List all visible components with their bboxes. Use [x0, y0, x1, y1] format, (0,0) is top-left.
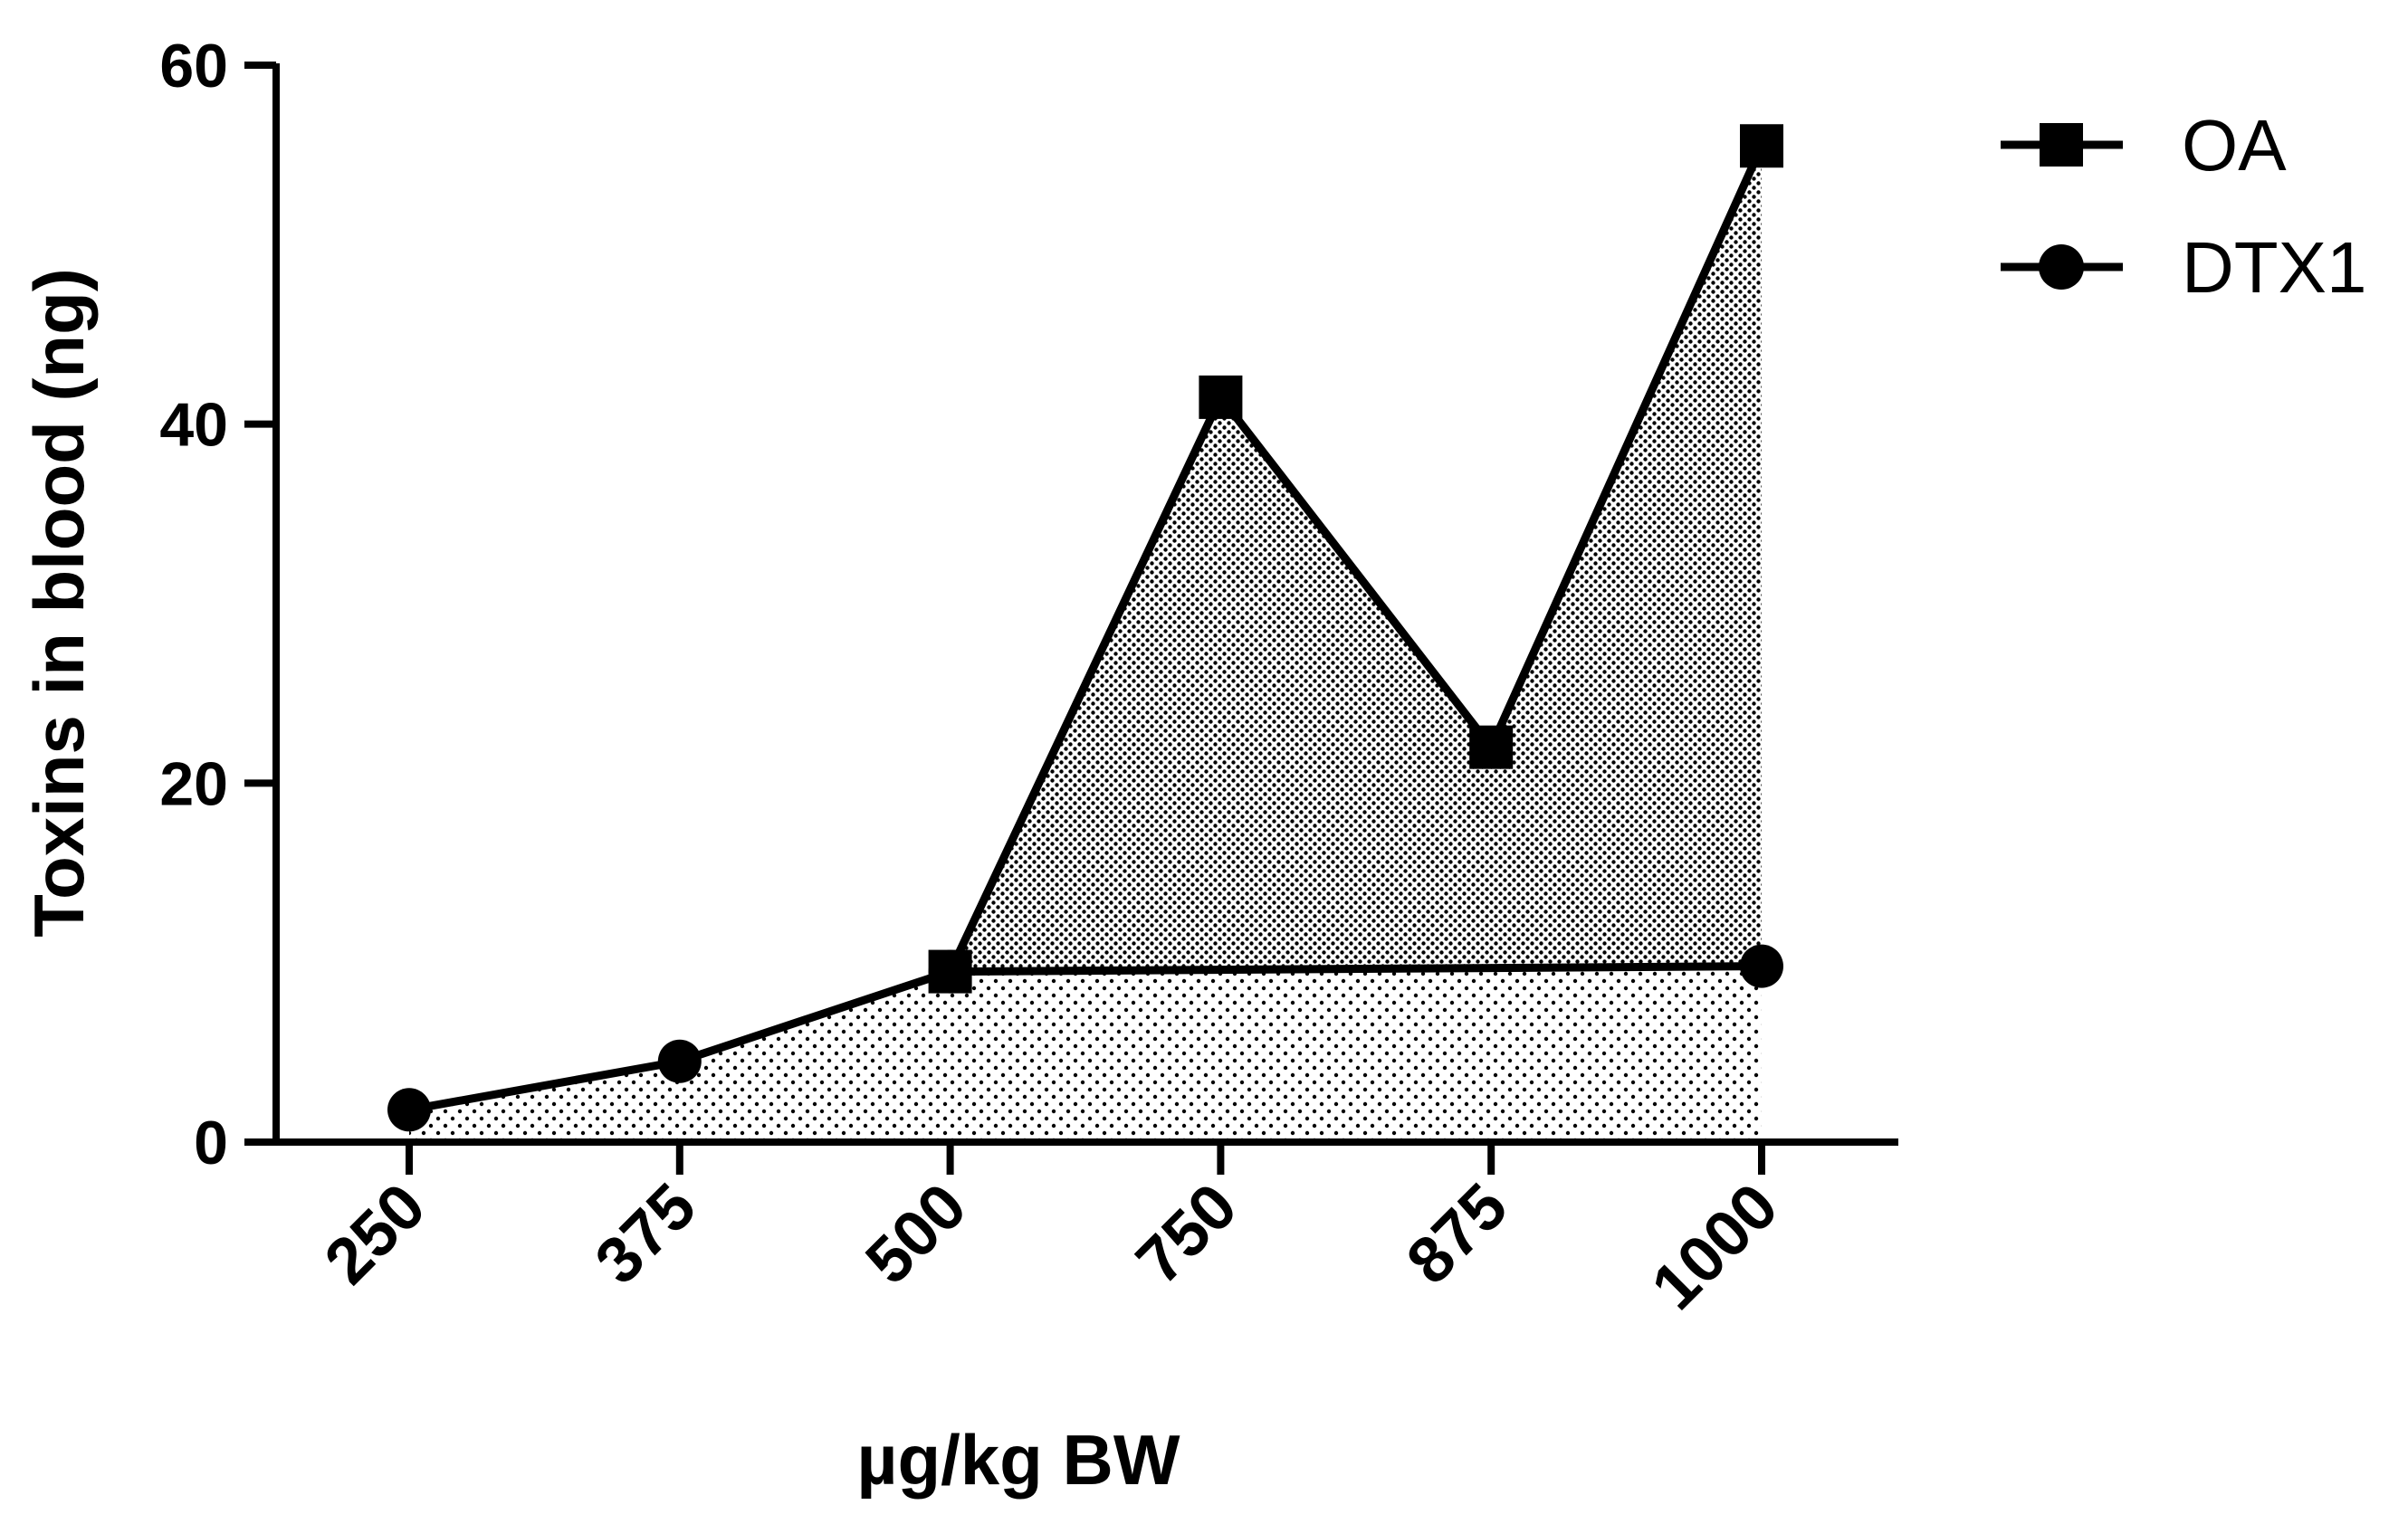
oa-point-marker [1740, 124, 1783, 168]
y-axis-title: Toxins in blood (ng) [19, 268, 99, 937]
y-tick-label: 40 [159, 391, 228, 460]
dtx1-point-marker [657, 1039, 702, 1083]
oa-area-fill [950, 146, 1762, 972]
dtx1-point-marker [387, 1088, 431, 1132]
legend-label-oa: OA [2182, 105, 2287, 186]
x-tick-label: 875 [1393, 1170, 1522, 1299]
oa-point-marker [1469, 725, 1514, 769]
series-lines [408, 144, 1766, 1114]
series-markers [387, 124, 1783, 1132]
dtx1-line [408, 962, 1763, 1114]
dtx1-area-fill [409, 966, 1762, 1142]
y-tick-label: 0 [194, 1109, 228, 1177]
x-tick-label: 500 [852, 1170, 980, 1299]
oa-point-marker [1199, 375, 1243, 419]
legend-square-icon [2040, 123, 2083, 167]
x-tick-label: 375 [582, 1170, 711, 1299]
area-fills [409, 146, 1762, 1142]
y-tick-label: 20 [159, 749, 228, 818]
legend: OA DTX1 [2001, 105, 2367, 308]
oa-line [946, 144, 1766, 974]
y-ticks: 0 20 40 60 [159, 32, 276, 1177]
x-axis-title: µg/kg BW [857, 1420, 1180, 1500]
x-ticks: 250 375 500 750 875 1000 [311, 1142, 1792, 1324]
dtx1-point-marker [928, 949, 972, 994]
dtx1-point-marker [1740, 944, 1783, 988]
legend-label-dtx1: DTX1 [2182, 227, 2367, 308]
axes [272, 63, 1898, 1146]
x-tick-label: 750 [1123, 1170, 1251, 1299]
legend-circle-icon [2039, 244, 2084, 290]
y-tick-label: 60 [159, 32, 228, 100]
x-tick-label: 250 [311, 1170, 440, 1299]
x-tick-label: 1000 [1638, 1170, 1792, 1324]
